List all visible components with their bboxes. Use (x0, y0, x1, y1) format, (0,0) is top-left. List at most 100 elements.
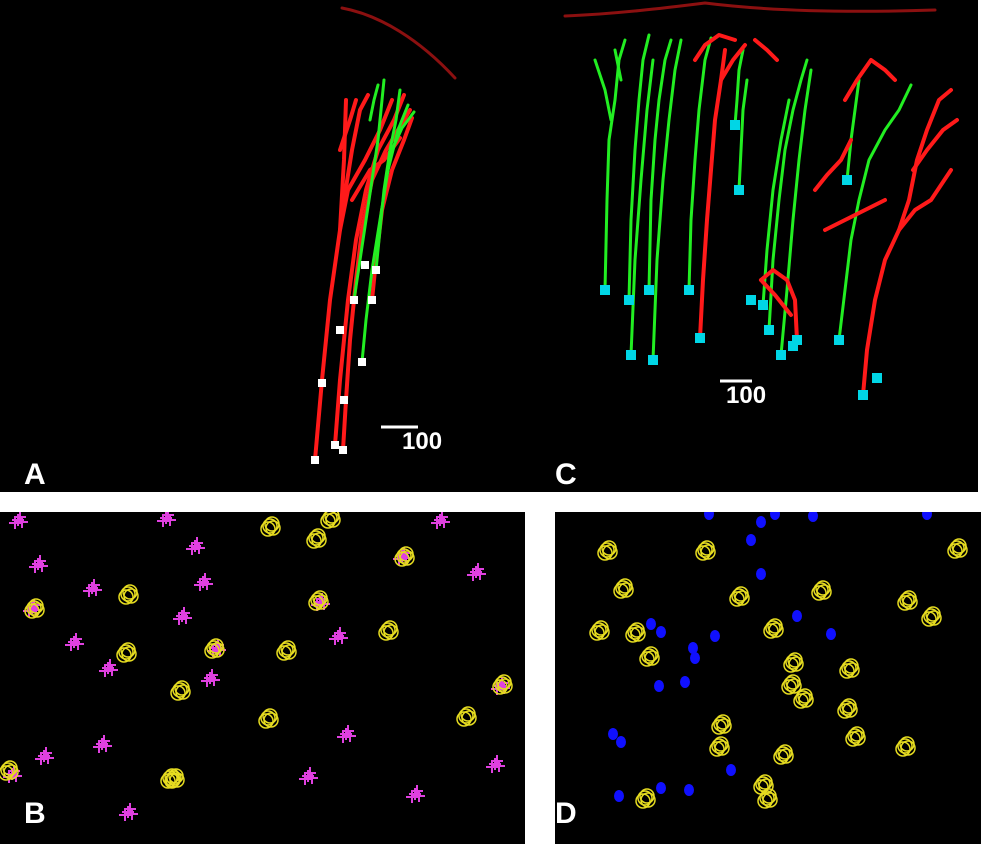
circle-marker-6-circle-3 (174, 680, 190, 696)
panel-c-label: C (555, 458, 577, 491)
circle-marker-6-circle-0 (172, 682, 188, 698)
soma-9 (340, 396, 348, 404)
circle-marker-0-circle-2 (260, 521, 276, 537)
circle-marker-11-circle-3 (496, 674, 512, 690)
dot-marker-21 (922, 512, 932, 520)
dot-marker-12 (654, 680, 664, 692)
circle-marker-24-circle-2 (781, 679, 797, 695)
soma-2 (644, 285, 654, 295)
circle-marker-16-circle-0 (713, 716, 729, 732)
circle-marker-14-circle-2 (0, 765, 14, 781)
plus-marker-23-plus-3 (411, 785, 423, 797)
soma-2 (339, 446, 347, 454)
circle-marker-8-circle-2 (589, 625, 605, 641)
dot-marker-9 (688, 642, 698, 654)
green-neuron-2 (352, 78, 386, 302)
soma-1 (624, 295, 634, 305)
soma-4 (648, 355, 658, 365)
circle-marker-14-circle-3 (797, 688, 813, 704)
circle-marker-7-circle-3 (925, 606, 941, 622)
circle-marker-12-circle-3 (787, 652, 803, 668)
circle-marker-4-circle-3 (733, 586, 749, 602)
soma-8 (734, 185, 744, 195)
plus-marker-24-plus-3 (491, 755, 503, 767)
circle-marker-17-circle-2 (709, 741, 725, 757)
dot-marker-19 (614, 790, 624, 802)
soma-18 (788, 341, 798, 351)
pial-surface-line (563, 1, 937, 18)
circle-marker-4-circle-0 (731, 588, 747, 604)
dot-marker-8 (656, 626, 666, 638)
soma-6 (684, 285, 694, 295)
red-neuron-7 (338, 98, 358, 152)
circle-marker-22-circle-3 (757, 774, 773, 790)
red-neuron-9 (843, 58, 897, 102)
circle-marker-22-circle-0 (755, 776, 771, 792)
circle-marker-5-circle-0 (813, 582, 829, 598)
plus-marker-0-plus-3 (14, 512, 26, 523)
dot-marker-4 (756, 568, 766, 580)
circle-marker-6-circle-3 (901, 590, 917, 606)
circle-marker-4-circle-3 (120, 642, 136, 658)
pial-surface-line (340, 6, 457, 80)
circle-marker-23-circle-0 (759, 790, 775, 806)
circle-marker-0-circle-2 (597, 545, 613, 561)
circle-marker-2-circle-2 (24, 603, 40, 619)
circle-marker-4-circle-0 (118, 644, 134, 660)
circle-marker-17-circle-2 (320, 513, 336, 529)
circle-marker-10-circle-2 (763, 623, 779, 639)
circle-marker-15-circle-3 (164, 768, 180, 784)
circle-marker-10-circle-3 (767, 618, 783, 634)
panel-c: C 100 (555, 0, 978, 492)
circle-marker-3-circle-0 (120, 586, 136, 602)
green-neuron-4 (651, 38, 683, 362)
red-neuron-4 (759, 278, 793, 317)
circle-marker-17-circle-3 (713, 736, 729, 752)
circle-marker-13-circle-2 (839, 663, 855, 679)
panel-a-tracing (311, 6, 457, 464)
red-neuron-2 (338, 98, 394, 232)
circle-marker-1-circle-3 (699, 540, 715, 556)
circle-marker-2-circle-0 (26, 600, 42, 616)
red-neuron-3 (333, 93, 406, 447)
circle-marker-9-circle-0 (627, 624, 643, 640)
circle-marker-9-circle-2 (625, 627, 641, 643)
circle-marker-5-circle-2 (811, 585, 827, 601)
green-neuron-7 (737, 78, 749, 192)
circle-marker-12-circle-2 (783, 657, 799, 673)
soma-17 (746, 295, 756, 305)
circle-marker-21-circle-0 (637, 790, 653, 806)
green-neuron-4 (368, 83, 380, 122)
plus-marker-10-plus-3 (70, 633, 82, 645)
soma-16 (872, 373, 882, 383)
red-neuron-6 (823, 198, 887, 232)
green-neuron-2 (647, 38, 673, 292)
panel-c-scale-label: 100 (726, 382, 767, 409)
panel-d-markers (589, 512, 968, 809)
circle-marker-8-circle-0 (591, 622, 607, 638)
circle-marker-9-circle-3 (629, 622, 645, 638)
circle-marker-6-circle-0 (899, 592, 915, 608)
dot-marker-7 (646, 618, 656, 630)
circle-marker-3-circle-2 (613, 583, 629, 599)
circle-marker-17-circle-0 (711, 738, 727, 754)
circle-marker-7-circle-2 (921, 611, 937, 627)
panel-d: D (555, 512, 981, 844)
plus-marker-3-plus-3 (34, 555, 46, 567)
circle-marker-7-circle-0 (278, 642, 294, 658)
plus-marker-12-plus-3 (104, 659, 116, 671)
dot-marker-0 (704, 512, 714, 520)
circle-marker-10-circle-0 (765, 620, 781, 636)
dot-marker-15 (616, 736, 626, 748)
green-neuron-13 (593, 58, 613, 122)
circle-marker-23-circle-3 (761, 788, 777, 804)
circle-marker-1-circle-3 (310, 528, 326, 544)
circle-marker-9-circle-0 (310, 592, 326, 608)
plus-marker-8-plus-3 (472, 563, 484, 575)
circle-marker-12-circle-0 (785, 654, 801, 670)
soma-10 (776, 350, 786, 360)
circle-marker-1-circle-0 (308, 530, 324, 546)
circle-marker-18-circle-3 (849, 726, 865, 742)
plus-marker-13-plus-3 (206, 669, 218, 681)
circle-marker-0-circle-3 (264, 516, 280, 532)
